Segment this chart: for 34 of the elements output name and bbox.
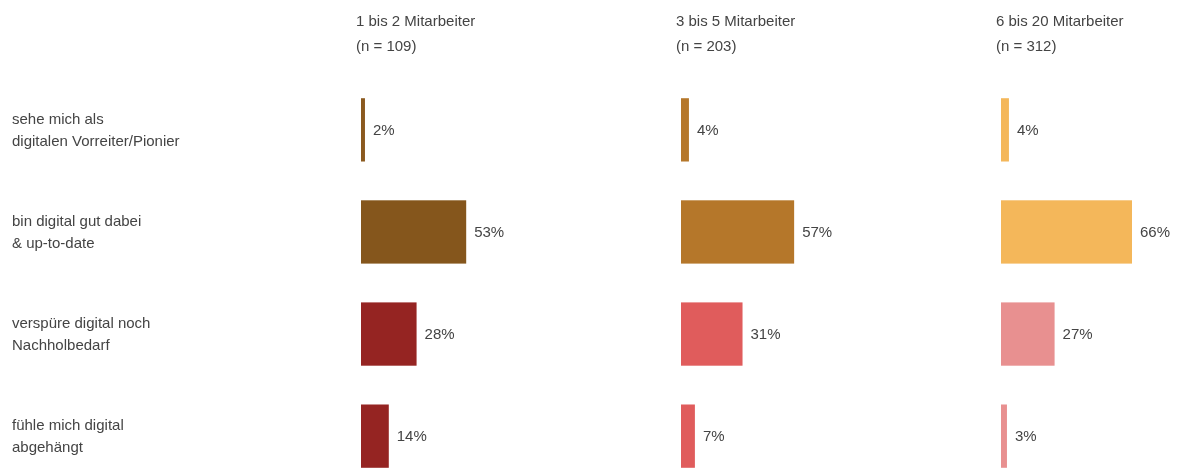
bar [1001,200,1132,264]
data-label: 53% [474,223,505,241]
data-label: 27% [1062,325,1093,343]
bar [1001,404,1007,468]
bar [361,200,467,264]
data-label: 4% [696,121,719,139]
data-label: 57% [802,223,833,241]
data-label: 7% [702,427,725,445]
y-tick-label: verspüre digital noch Nachholbedarf [12,314,151,354]
chart-title: 3 bis 5 Mitarbeiter [676,12,796,29]
data-label: 66% [1140,223,1171,241]
chart-title: 1 bis 2 Mitarbeiter [356,12,476,29]
y-tick-label: bin digital gut dabei & up-to-date [12,212,142,252]
chart-subtitle: (n = 312) [996,37,1057,54]
bar [361,98,365,162]
bar [681,302,743,366]
chart-subtitle: (n = 203) [676,37,737,54]
data-label: 4% [1016,121,1039,139]
data-label: 14% [396,427,427,445]
data-label: 28% [424,325,455,343]
y-tick-label: sehe mich als digitalen Vorreiter/Pionier [12,110,180,150]
data-label: 31% [750,325,781,343]
data-label: 3% [1014,427,1037,445]
chart-title: 6 bis 20 Mitarbeiter [996,12,1124,29]
bar [681,98,689,162]
data-label: 2% [372,121,395,139]
chart-subtitle: (n = 109) [356,37,417,54]
y-tick-label: fühle mich digital abgehängt [12,416,124,456]
bar [681,404,695,468]
bar [681,200,795,264]
bar [361,302,417,366]
bar [1001,98,1009,162]
bar [361,404,389,468]
bar [1001,302,1055,366]
